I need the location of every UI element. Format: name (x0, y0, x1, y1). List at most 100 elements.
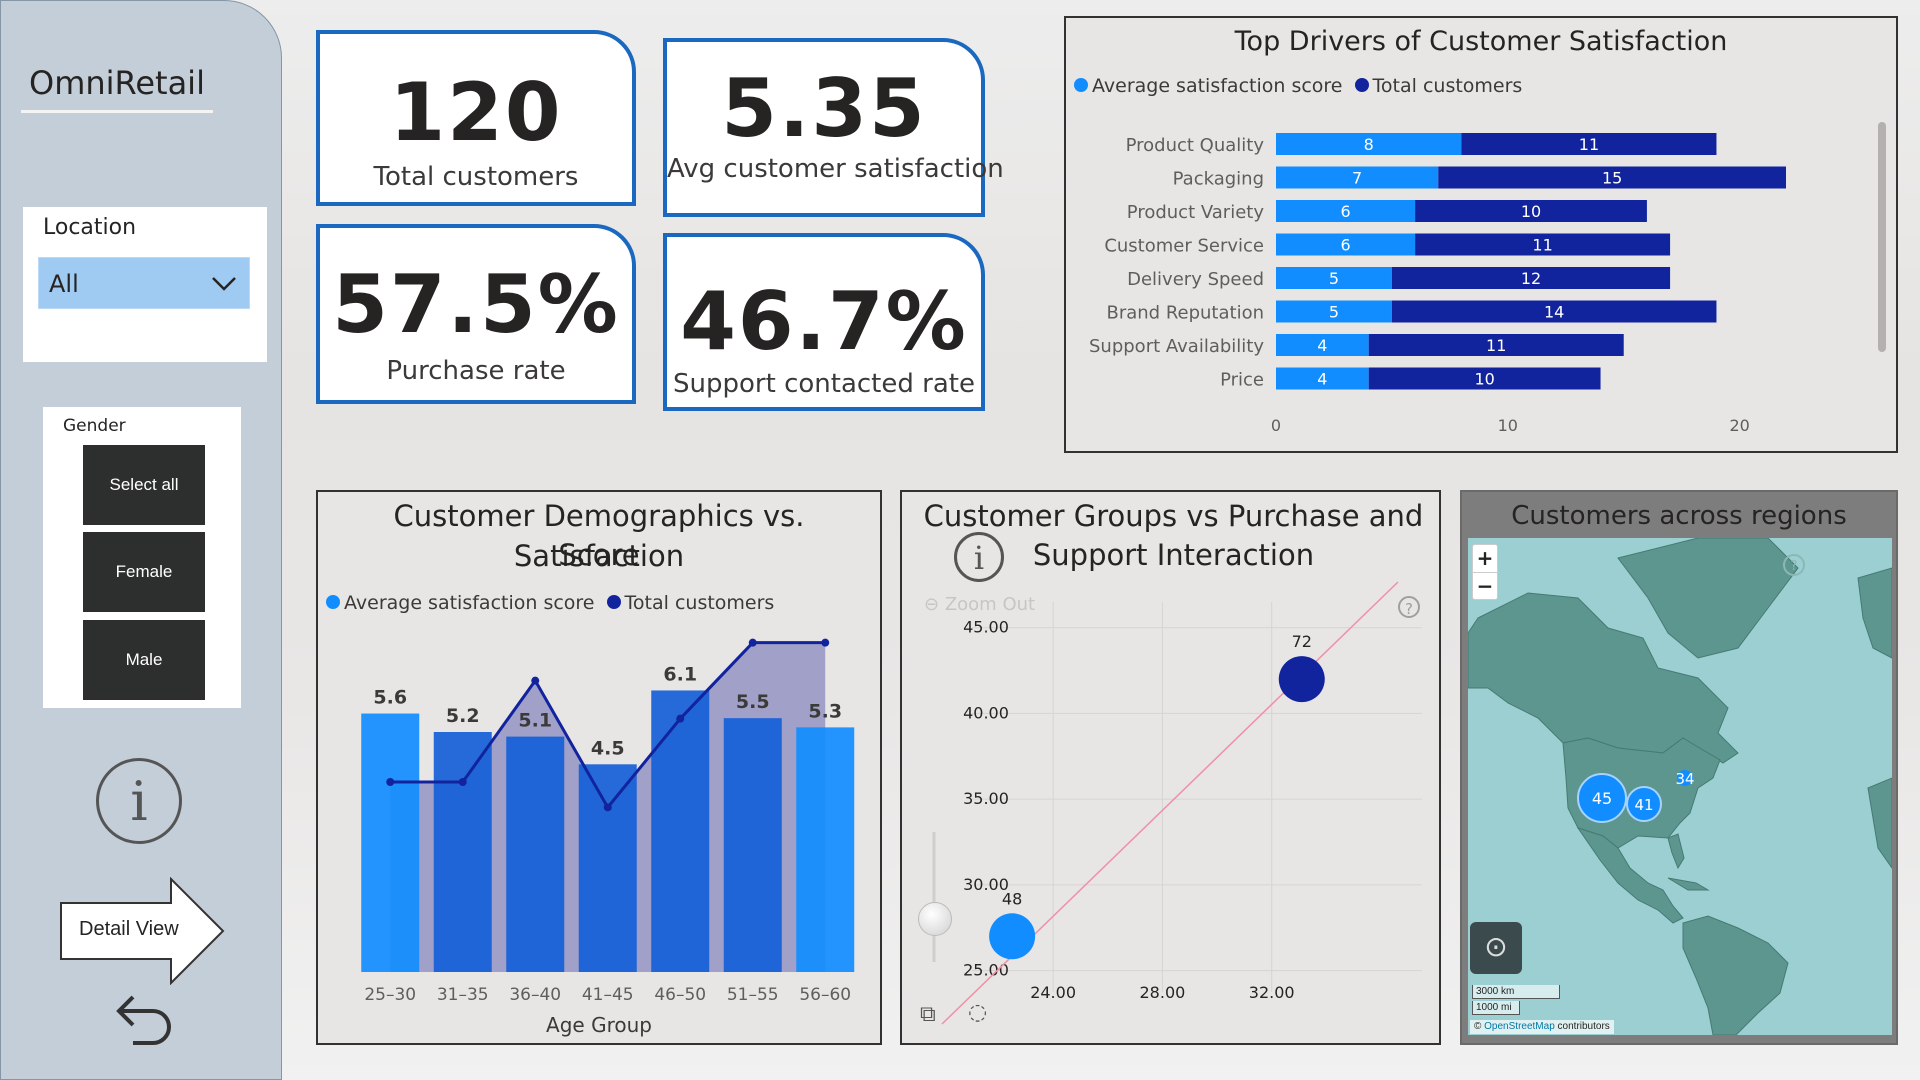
line-point (748, 638, 757, 647)
map-scale-km: 3000 km (1472, 985, 1560, 999)
map-zoom-out-button[interactable]: − (1476, 574, 1494, 598)
bar-score (796, 727, 855, 972)
map-bubble-label: 45 (1592, 789, 1612, 808)
bar-score (1276, 334, 1369, 356)
kpi-total-customers: 120 Total customers (316, 30, 636, 206)
legend-item-score[interactable]: Average satisfaction score (326, 592, 595, 614)
kpi-avg-satisfaction: 5.35 Avg customer satisfaction (663, 38, 1004, 217)
category-label: Brand Reputation (1106, 303, 1264, 324)
map-zoom-in-button[interactable]: + (1473, 545, 1497, 573)
zoom-slider-handle[interactable] (918, 902, 952, 936)
bar-customers (1391, 300, 1717, 323)
x-tick-label: 20 (1729, 416, 1749, 435)
map-canvas[interactable]: 45 41 34 ? (1468, 538, 1892, 1035)
chart-title: Top Drivers of Customer Satisfaction (1234, 26, 1728, 57)
brand-title: OmniRetail (21, 53, 213, 113)
bar-score (1276, 367, 1369, 390)
bar-customers (1391, 267, 1671, 289)
sidebar: OmniRetail Location All Gender Select al… (0, 0, 282, 1080)
data-label: 5 (1329, 303, 1339, 322)
gender-male-button[interactable]: Male (83, 620, 205, 700)
bar-customers (1415, 233, 1671, 256)
chart-title-line2: Score (558, 538, 640, 572)
location-slicer: Location All (23, 207, 267, 362)
scatter-point (1278, 656, 1325, 703)
category-label: Product Variety (1127, 202, 1265, 223)
bar-customers (1368, 334, 1624, 356)
data-label: 11 (1532, 236, 1552, 255)
bar-score (433, 732, 492, 972)
customer-groups-chart: Customer Groups vs Purchase and Support … (900, 490, 1441, 1045)
line-point (531, 676, 540, 685)
regions-map-panel: Customers across regions 45 41 34 ? + − (1460, 490, 1898, 1045)
kpi-value: 57.5% (332, 258, 620, 351)
detail-view-arrow-icon[interactable] (59, 877, 227, 985)
help-icon[interactable]: ? (1398, 596, 1420, 618)
data-label: 14 (1544, 303, 1564, 322)
line-point (676, 714, 685, 723)
openstreetmap-link[interactable]: OpenStreetMap (1484, 1021, 1555, 1032)
scatter-point (989, 913, 1036, 960)
back-arrow-icon[interactable] (107, 989, 171, 1049)
x-tick-label: 25–30 (364, 985, 416, 1005)
line-point (458, 778, 467, 786)
x-tick-label: 56–60 (799, 985, 851, 1005)
kpi-support-contacted-rate: 46.7% Support contacted rate (663, 233, 985, 411)
category-label: Product Quality (1126, 135, 1265, 156)
gender-select-all-button[interactable]: Select all (83, 445, 205, 525)
chart-title-line1: Customer Demographics vs. Satisfaction (393, 499, 805, 573)
legend-item-customers[interactable]: Total customers (606, 592, 774, 614)
category-label: Packaging (1173, 169, 1264, 190)
legend-item-customers[interactable]: Total customers (1354, 75, 1522, 97)
x-axis-title: Age Group (546, 1013, 652, 1037)
lasso-icon[interactable]: ◌ (968, 1000, 988, 1025)
info-icon[interactable]: i (954, 532, 1004, 582)
y-tick-label: 45.00 (963, 618, 1009, 637)
data-label: 15 (1602, 169, 1622, 188)
x-tick-label: 51–55 (727, 985, 779, 1005)
data-label: 6 (1340, 236, 1350, 255)
bar-score (361, 713, 420, 972)
map-title: Customers across regions (1511, 501, 1847, 531)
chart-title-line2: Support Interaction (1032, 538, 1315, 572)
x-tick-label: 41–45 (582, 985, 634, 1005)
data-label: 12 (1521, 269, 1541, 288)
location-dropdown[interactable]: All (38, 257, 250, 309)
category-label: Delivery Speed (1127, 269, 1264, 290)
data-label: 7 (1352, 169, 1362, 188)
map-bubble-label: 34 (1675, 770, 1694, 788)
zoom-out-icon: ⊖ (924, 594, 940, 615)
bar-score (1276, 200, 1416, 222)
gender-slicer: Gender Select all Female Male (43, 407, 241, 708)
data-label: 4 (1317, 370, 1327, 389)
chart-scrollbar[interactable] (1878, 122, 1886, 352)
chevron-down-icon (209, 258, 239, 327)
x-tick-label: 0 (1271, 416, 1281, 435)
zoom-out-button[interactable]: ⊖ Zoom Out (924, 594, 1036, 615)
kpi-label: Purchase rate (386, 356, 566, 386)
x-tick-label: 24.00 (1030, 983, 1076, 1002)
scatter-plot: 25.00 30.00 35.00 40.00 45.00 24.00 28.00 32.00… (932, 581, 1422, 1025)
bar-customers (1438, 166, 1786, 189)
map-lasso-button[interactable]: ⊙ (1470, 922, 1522, 974)
bar-score (578, 764, 637, 972)
data-label: 5.5 (736, 691, 770, 713)
category-label: Support Availability (1089, 336, 1264, 357)
map-attribution: © OpenStreetMap contributors (1470, 1020, 1614, 1034)
category-label: Price (1220, 370, 1264, 391)
bar-score (1276, 133, 1462, 155)
demographics-chart: Customer Demographics vs. Satisfaction S… (316, 490, 882, 1045)
bar-customers (1368, 367, 1601, 390)
bar-score (1276, 233, 1416, 256)
line-point (821, 638, 830, 647)
x-tick-label: 32.00 (1249, 983, 1295, 1002)
map-bubble (1577, 773, 1627, 823)
chart-legend: Average satisfaction score Total custome… (1074, 75, 1522, 97)
category-label: Customer Service (1104, 236, 1264, 257)
info-icon[interactable]: i (96, 758, 182, 844)
legend-item-score[interactable]: Average satisfaction score (1074, 75, 1343, 97)
y-tick-label: 40.00 (963, 703, 1009, 722)
gender-female-button[interactable]: Female (83, 532, 205, 612)
screenshot-icon[interactable]: ⧉ (920, 1002, 936, 1027)
bar-customers (1415, 200, 1647, 222)
